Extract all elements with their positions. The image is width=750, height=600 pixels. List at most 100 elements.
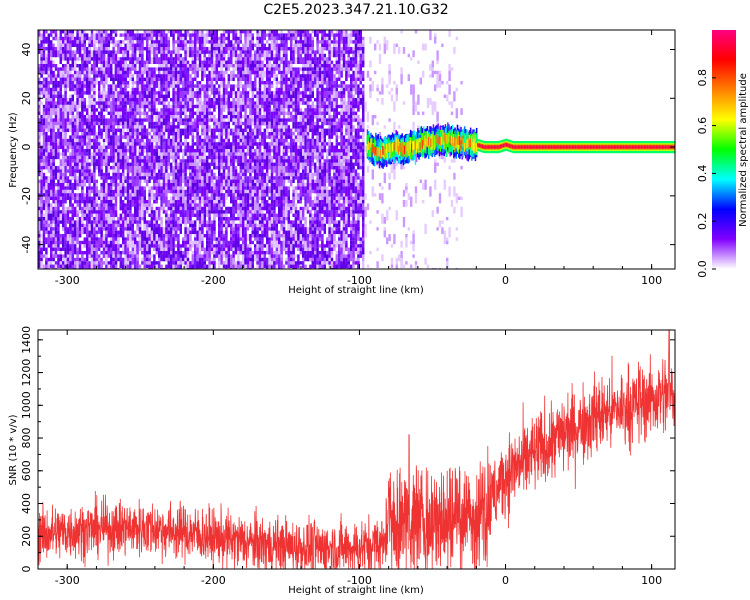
noise-cell bbox=[119, 172, 122, 183]
noise-cell bbox=[246, 57, 250, 68]
noise-cell bbox=[162, 227, 166, 238]
noise-cell bbox=[90, 189, 94, 194]
noise-cell bbox=[93, 251, 96, 262]
noise-cell bbox=[88, 145, 91, 149]
noise-cell bbox=[232, 169, 235, 173]
noise-cell bbox=[62, 145, 65, 153]
noise-cell bbox=[119, 94, 122, 105]
noise-cell bbox=[189, 234, 192, 241]
noise-cell bbox=[268, 254, 271, 265]
noise-cell bbox=[102, 36, 106, 44]
noise-cell bbox=[179, 227, 182, 234]
noise-cell bbox=[122, 186, 125, 197]
noise-cell bbox=[263, 138, 266, 149]
noise-cell bbox=[71, 43, 74, 47]
noise-cell bbox=[54, 240, 58, 245]
noise-cell bbox=[45, 183, 48, 194]
noise-cell bbox=[69, 145, 72, 149]
noise-cell bbox=[194, 237, 197, 241]
noise-cell bbox=[54, 254, 58, 258]
noise-cell bbox=[57, 220, 60, 228]
noise-cell bbox=[201, 220, 204, 224]
noise-cell bbox=[86, 33, 89, 41]
noise-cell bbox=[261, 94, 264, 98]
noise-cell bbox=[71, 237, 74, 248]
noise-cell bbox=[191, 152, 194, 156]
noise-cell bbox=[71, 128, 74, 139]
noise-cell bbox=[237, 40, 240, 44]
noise-cell bbox=[38, 30, 41, 37]
noise-cell bbox=[93, 206, 96, 214]
noise-cell bbox=[198, 203, 202, 214]
noise-cell bbox=[52, 108, 55, 115]
noise-cell bbox=[174, 108, 178, 112]
noise-cell bbox=[160, 98, 163, 102]
noise-cell bbox=[266, 128, 269, 136]
noise-cell bbox=[189, 220, 192, 228]
noise-cell bbox=[83, 91, 86, 95]
noise-cell bbox=[124, 240, 127, 245]
noise-cell bbox=[38, 50, 41, 54]
noise-cell bbox=[218, 200, 221, 204]
noise-cell bbox=[160, 206, 163, 211]
noise-cell bbox=[266, 176, 269, 187]
noise-cell bbox=[232, 98, 235, 109]
noise-cell bbox=[220, 81, 223, 88]
noise-cell bbox=[66, 104, 70, 112]
noise-cell bbox=[239, 264, 242, 269]
noise-cell bbox=[246, 74, 250, 81]
noise-cell bbox=[117, 108, 120, 112]
noise-cell bbox=[206, 169, 209, 173]
noise-cell bbox=[246, 40, 250, 44]
noise-cell bbox=[126, 254, 130, 258]
noise-cell bbox=[153, 135, 156, 143]
noise-cell bbox=[50, 196, 53, 200]
noise-cell bbox=[237, 172, 240, 183]
noise-cell bbox=[179, 213, 182, 217]
noise-cell bbox=[194, 40, 197, 51]
noise-cell bbox=[189, 152, 192, 160]
noise-cell bbox=[57, 240, 60, 245]
noise-cell bbox=[136, 77, 139, 81]
noise-cell bbox=[162, 135, 166, 143]
noise-cell bbox=[239, 30, 242, 34]
noise-cell bbox=[232, 30, 235, 41]
noise-cell bbox=[179, 264, 182, 268]
noise-cell bbox=[263, 81, 266, 85]
noise-cell bbox=[208, 125, 211, 132]
noise-cell bbox=[206, 264, 209, 269]
noise-cell bbox=[225, 193, 228, 197]
noise-cell bbox=[134, 33, 137, 41]
noise-cell bbox=[124, 81, 127, 85]
noise-cell bbox=[45, 162, 48, 170]
noise-cell bbox=[100, 98, 103, 102]
noise-cell bbox=[246, 145, 250, 149]
noise-cell bbox=[227, 240, 230, 245]
noise-cell bbox=[239, 189, 242, 194]
noise-cell bbox=[153, 234, 156, 241]
noise-cell bbox=[122, 251, 125, 255]
noise-cell bbox=[78, 30, 82, 37]
noise-cell bbox=[50, 74, 53, 85]
noise-cell bbox=[194, 162, 197, 166]
noise-cell bbox=[218, 87, 221, 92]
noise-cell bbox=[86, 169, 89, 173]
noise-cell bbox=[98, 47, 101, 58]
noise-cell bbox=[102, 237, 106, 241]
noise-cell bbox=[98, 203, 101, 207]
noise-cell bbox=[52, 128, 55, 132]
noise-cell bbox=[83, 206, 86, 211]
noise-cell bbox=[110, 206, 113, 211]
noise-cell bbox=[174, 196, 178, 200]
noise-cell bbox=[186, 125, 190, 132]
noise-cell bbox=[215, 210, 218, 214]
noise-cell bbox=[160, 176, 163, 180]
noise-cell bbox=[208, 206, 211, 211]
noise-cell bbox=[114, 166, 118, 173]
noise-cell bbox=[47, 206, 50, 211]
noise-cell bbox=[174, 132, 178, 136]
noise-cell bbox=[95, 196, 98, 207]
noise-cell bbox=[244, 203, 247, 211]
noise-cell bbox=[107, 145, 110, 149]
noise-cell bbox=[246, 64, 250, 68]
